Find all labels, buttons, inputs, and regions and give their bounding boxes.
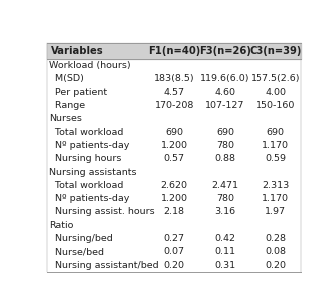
Text: Total workload: Total workload xyxy=(49,181,124,190)
Text: 157.5(2.6): 157.5(2.6) xyxy=(251,75,300,83)
Text: 2.620: 2.620 xyxy=(161,181,187,190)
Text: 150-160: 150-160 xyxy=(256,101,295,110)
Text: M(SD): M(SD) xyxy=(49,75,84,83)
Text: Nurse/bed: Nurse/bed xyxy=(49,247,104,256)
Text: Workload (hours): Workload (hours) xyxy=(49,61,131,70)
Text: Nursing assist. hours: Nursing assist. hours xyxy=(49,207,155,217)
Text: Nursing hours: Nursing hours xyxy=(49,154,122,163)
Text: Nursing assistants: Nursing assistants xyxy=(49,168,137,176)
Text: 119.6(6.0): 119.6(6.0) xyxy=(200,75,250,83)
Text: 0.31: 0.31 xyxy=(214,261,236,270)
Text: C3(n=39): C3(n=39) xyxy=(250,46,302,56)
Text: Nursing assistant/bed: Nursing assistant/bed xyxy=(49,261,159,270)
Text: 0.42: 0.42 xyxy=(214,234,236,243)
Text: Nº patients-day: Nº patients-day xyxy=(49,141,130,150)
Text: 780: 780 xyxy=(216,141,234,150)
Text: 0.08: 0.08 xyxy=(265,247,286,256)
Text: 0.28: 0.28 xyxy=(265,234,286,243)
Text: F1(n=40): F1(n=40) xyxy=(148,46,200,56)
Text: Total workload: Total workload xyxy=(49,128,124,137)
Text: 0.59: 0.59 xyxy=(265,154,286,163)
Text: 1.170: 1.170 xyxy=(262,194,289,203)
Text: 183(8.5): 183(8.5) xyxy=(154,75,195,83)
Text: 0.20: 0.20 xyxy=(164,261,185,270)
Text: 780: 780 xyxy=(216,194,234,203)
Text: 1.170: 1.170 xyxy=(262,141,289,150)
Text: 690: 690 xyxy=(165,128,183,137)
Text: Nº patients-day: Nº patients-day xyxy=(49,194,130,203)
Text: 0.20: 0.20 xyxy=(265,261,286,270)
Text: Nurses: Nurses xyxy=(49,114,82,123)
Text: F3(n=26): F3(n=26) xyxy=(199,46,251,56)
Text: 2.471: 2.471 xyxy=(211,181,239,190)
Text: Range: Range xyxy=(49,101,85,110)
Text: 1.200: 1.200 xyxy=(161,141,187,150)
Text: Per patient: Per patient xyxy=(49,88,108,97)
Text: 2.313: 2.313 xyxy=(262,181,289,190)
Text: Variables: Variables xyxy=(51,46,104,56)
Text: 0.27: 0.27 xyxy=(164,234,185,243)
Text: 0.57: 0.57 xyxy=(164,154,185,163)
Text: 170-208: 170-208 xyxy=(155,101,194,110)
Text: 690: 690 xyxy=(216,128,234,137)
Text: 4.57: 4.57 xyxy=(164,88,185,97)
Text: 4.00: 4.00 xyxy=(265,88,286,97)
Text: 3.16: 3.16 xyxy=(214,207,236,217)
Text: Nursing/bed: Nursing/bed xyxy=(49,234,113,243)
Text: 4.60: 4.60 xyxy=(214,88,236,97)
Text: 107-127: 107-127 xyxy=(205,101,245,110)
Text: 0.88: 0.88 xyxy=(214,154,236,163)
Text: Ratio: Ratio xyxy=(49,221,74,230)
Text: 690: 690 xyxy=(267,128,285,137)
Text: 1.97: 1.97 xyxy=(265,207,286,217)
Text: 0.07: 0.07 xyxy=(164,247,185,256)
Text: 1.200: 1.200 xyxy=(161,194,187,203)
Text: 0.11: 0.11 xyxy=(214,247,236,256)
Text: 2.18: 2.18 xyxy=(164,207,185,217)
